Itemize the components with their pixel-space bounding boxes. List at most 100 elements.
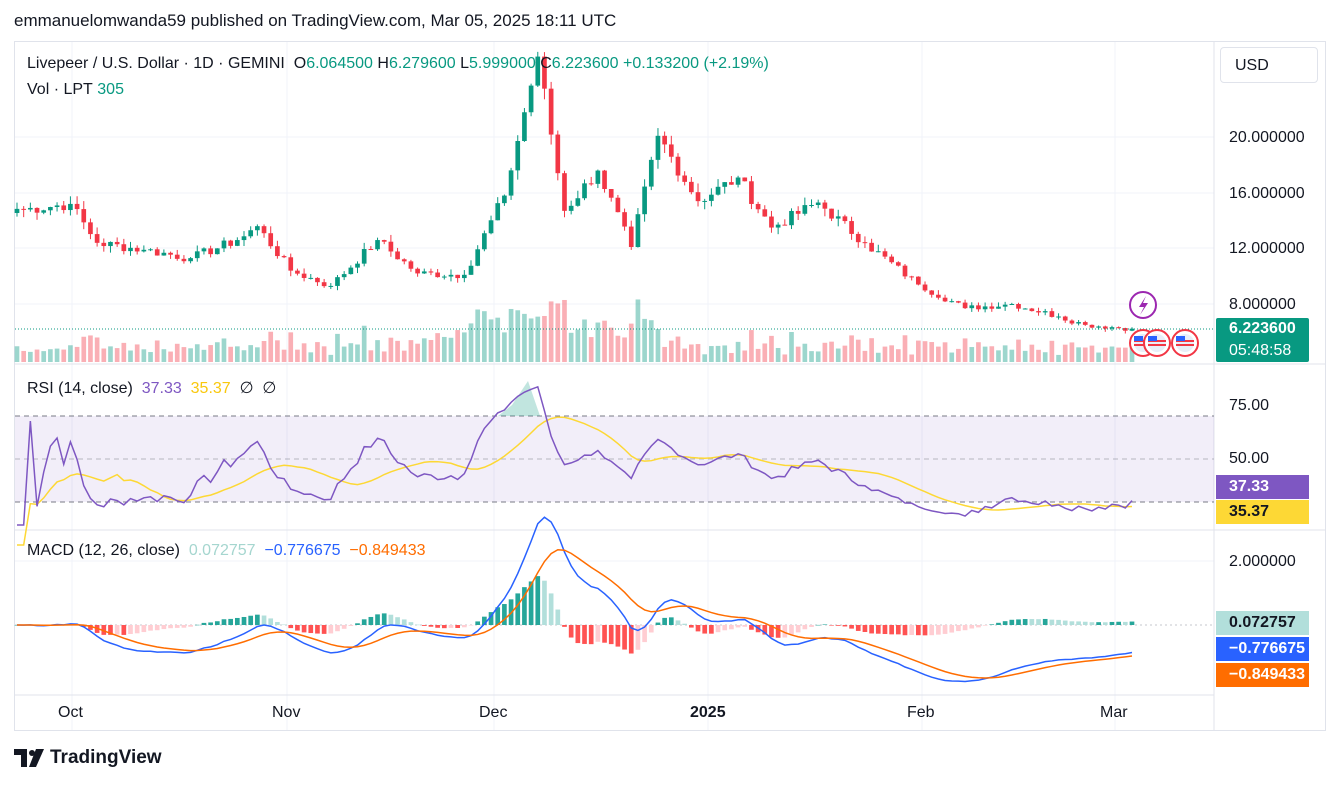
macd-histogram-bar — [1022, 619, 1028, 625]
candle-body — [996, 306, 1001, 309]
volume-bar — [989, 346, 995, 362]
candle-body — [842, 216, 848, 222]
candle-body — [401, 259, 407, 262]
volume-bar — [255, 347, 260, 362]
macd-histogram-bar — [482, 616, 487, 625]
volume-bar — [895, 349, 901, 362]
macd-histogram-bar — [562, 625, 567, 627]
macd-histogram-bar — [762, 625, 768, 635]
macd-histogram-bar — [1096, 622, 1101, 625]
low-label: L — [460, 55, 470, 72]
volume-bar — [889, 345, 894, 362]
macd-histogram-bar — [154, 625, 160, 631]
macd-histogram-bar — [315, 625, 320, 634]
volume-bar — [268, 331, 274, 362]
volume-series — [14, 299, 1135, 362]
volume-bar — [969, 347, 975, 362]
volume-bar — [1056, 354, 1061, 362]
us-flag-event-icon[interactable] — [1143, 329, 1171, 357]
volume-bar — [588, 337, 594, 362]
candle-body — [261, 226, 267, 234]
macd-axis-label: 2.000000 — [1229, 553, 1296, 570]
rsi-ma-tag: 35.37 — [1216, 500, 1309, 524]
volume-bar — [214, 342, 220, 362]
candle-body — [48, 207, 53, 211]
volume-bar — [542, 315, 547, 362]
flash-event-icon[interactable] — [1129, 291, 1157, 319]
candle-body — [936, 294, 941, 298]
candle-body — [268, 233, 274, 247]
volume-bar — [802, 343, 808, 362]
macd-histogram-bar — [288, 625, 294, 629]
time-axis-label: Feb — [907, 704, 935, 721]
macd-histogram-bar — [381, 613, 387, 625]
volume-bar — [815, 351, 821, 362]
macd-histogram-bar — [608, 625, 614, 645]
macd-histogram-bar — [802, 625, 808, 630]
us-flag-event-icon[interactable] — [1171, 329, 1199, 357]
volume-bar — [101, 348, 107, 362]
volume-bar — [1109, 346, 1115, 362]
macd-histogram-bar — [962, 625, 968, 631]
volume-bar — [976, 342, 981, 362]
price-axis-label: 8.000000 — [1229, 296, 1296, 313]
macd-histogram-bar — [575, 625, 581, 644]
candle-body — [348, 267, 354, 275]
volume-legend[interactable]: Vol · LPT 305 — [27, 81, 124, 99]
volume-bar — [602, 320, 607, 362]
candle-body — [782, 224, 788, 226]
candle-body — [642, 186, 647, 215]
volume-bar — [615, 335, 621, 362]
volume-bar — [855, 339, 861, 362]
macd-histogram-bar — [689, 625, 694, 628]
macd-histogram-bar — [775, 625, 781, 638]
volume-bar — [301, 343, 307, 362]
candle-body — [435, 272, 440, 278]
macd-histogram-bar — [388, 614, 394, 625]
macd-legend[interactable]: MACD (12, 26, close) 0.072757 −0.776675 … — [27, 542, 426, 560]
volume-bar — [495, 317, 501, 362]
currency-button[interactable]: USD — [1220, 47, 1318, 83]
macd-histogram-bar — [715, 625, 721, 633]
volume-bar — [829, 341, 834, 362]
candle-body — [742, 177, 748, 182]
volume-bar — [381, 351, 387, 362]
volume-bar — [949, 352, 955, 362]
volume-bar — [929, 342, 935, 362]
volume-bar — [455, 330, 460, 362]
macd-histogram-bar — [1122, 621, 1128, 625]
candle-body — [729, 182, 734, 185]
macd-histogram-bar — [749, 625, 754, 630]
volume-bar — [1022, 350, 1028, 362]
macd-histogram-bar — [168, 625, 173, 629]
candle-body — [502, 195, 507, 204]
macd-histogram-bar — [695, 625, 701, 632]
candle-body — [81, 209, 87, 223]
tradingview-logo-icon — [14, 749, 44, 767]
candle-body — [702, 200, 708, 202]
macd-histogram-bar — [628, 625, 634, 654]
macd-histogram-bar — [535, 576, 541, 625]
candle-body — [455, 274, 460, 279]
candle-body — [769, 216, 774, 228]
volume-bar — [628, 323, 634, 362]
candle-body — [962, 302, 968, 309]
macd-histogram-bar — [702, 625, 708, 634]
tradingview-footer[interactable]: TradingView — [14, 747, 162, 769]
macd-histogram-bar — [181, 625, 187, 628]
rsi-legend[interactable]: RSI (14, close) 37.33 35.37 ∅ ∅ — [27, 378, 276, 398]
candle-body — [749, 181, 754, 204]
volume-bar — [355, 344, 360, 362]
macd-histogram-bar — [588, 625, 594, 645]
volume-bar — [648, 320, 654, 362]
candle-body — [949, 301, 955, 303]
candle-body — [335, 277, 340, 286]
price-legend[interactable]: Livepeer / U.S. Dollar · 1D · GEMINI O6.… — [27, 55, 769, 73]
macd-histogram-bar — [642, 625, 647, 643]
candle-body — [622, 212, 627, 227]
candle-body — [982, 306, 988, 310]
volume-bar — [608, 327, 614, 362]
macd-histogram-bar — [722, 625, 728, 631]
macd-histogram-bar — [602, 625, 607, 643]
